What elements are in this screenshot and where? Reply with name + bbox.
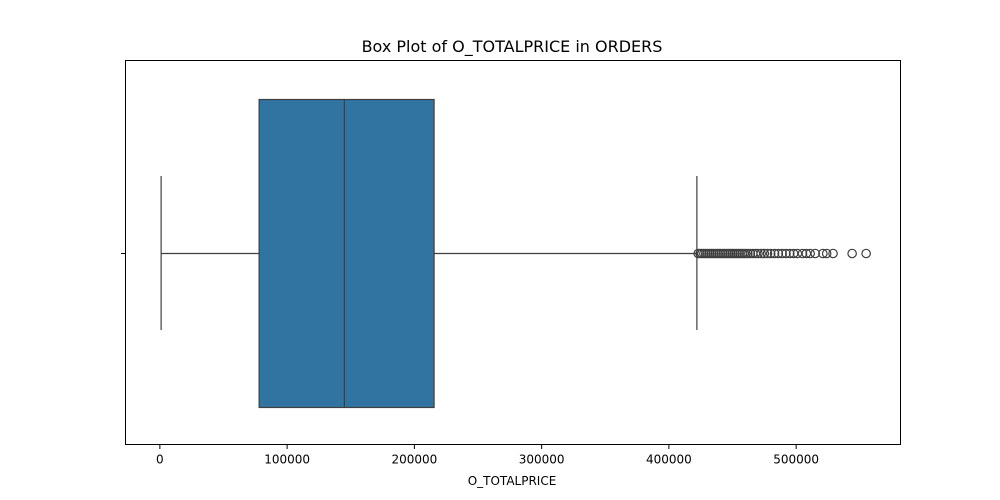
plot-frame [125,60,901,445]
x-tick-label: 500000 [773,453,819,467]
outlier-point [781,248,791,259]
x-tick-label: 100000 [264,453,310,467]
x-tick-label: 200000 [391,453,437,467]
outlier-point [742,248,753,259]
outlier-point [847,248,857,259]
outlier-point [759,248,770,259]
outlier-point [756,248,766,259]
chart-title: Box Plot of O_TOTALPRICE in ORDERS [362,37,663,57]
outlier-point [745,248,756,259]
outlier-point [765,248,776,259]
box-iqr [258,98,435,409]
plot-area [160,98,871,409]
outlier-point [805,248,815,259]
x-axis: 0 100000 200000 300000 400000 500000 [156,444,819,467]
outlier-point [773,248,784,259]
outlier-point [861,248,871,259]
outlier-point [784,248,795,259]
x-tick-label: 0 [156,453,164,467]
outlier-point [828,248,838,259]
outlier-point [818,248,828,259]
outlier-point [762,248,773,259]
x-tick-label: 300000 [519,453,565,467]
outlier-point [753,248,763,259]
x-tick-label: 400000 [646,453,692,467]
outlier-point [821,248,832,259]
outlier-point [797,248,808,259]
x-axis-label: O_TOTALPRICE [468,474,557,488]
outlier-point [777,248,787,259]
outlier-point [810,248,821,259]
outlier-point [769,248,780,259]
